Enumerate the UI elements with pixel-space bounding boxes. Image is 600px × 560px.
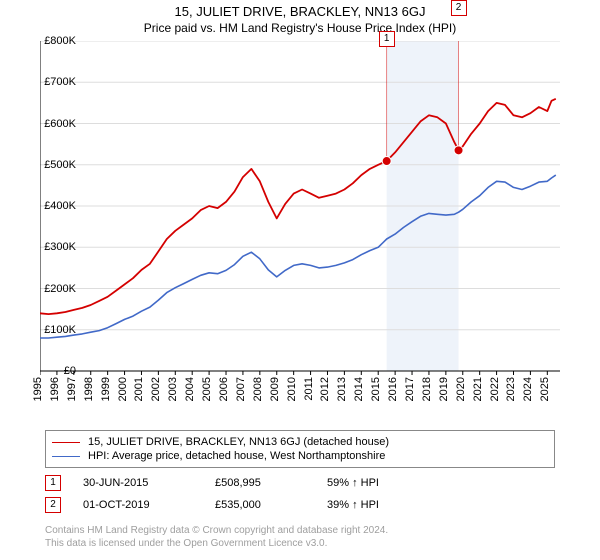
sale-mark-icon: 1 bbox=[45, 475, 61, 491]
sale-pct: 59% ↑ HPI bbox=[327, 477, 417, 489]
sale-price: £535,000 bbox=[215, 499, 305, 511]
x-tick-label: 2000 bbox=[117, 377, 129, 401]
x-tick-label: 2021 bbox=[472, 377, 484, 401]
sale-row-1: 1 30-JUN-2015 £508,995 59% ↑ HPI bbox=[45, 472, 555, 494]
x-tick-label: 2003 bbox=[167, 377, 179, 401]
x-tick-label: 2011 bbox=[303, 377, 315, 401]
x-tick-label: 2009 bbox=[269, 377, 281, 401]
x-tick-label: 2005 bbox=[201, 377, 213, 401]
chart-subtitle: Price paid vs. HM Land Registry's House … bbox=[0, 19, 600, 41]
y-tick-label: £200K bbox=[44, 283, 76, 295]
x-tick-label: 2025 bbox=[539, 377, 551, 401]
x-tick-label: 2018 bbox=[421, 377, 433, 401]
sale-price: £508,995 bbox=[215, 477, 305, 489]
y-tick-label: £400K bbox=[44, 200, 76, 212]
sale-pct: 39% ↑ HPI bbox=[327, 499, 417, 511]
legend-label: HPI: Average price, detached house, West… bbox=[88, 450, 385, 462]
x-tick-label: 1995 bbox=[32, 377, 44, 401]
x-tick-label: 2023 bbox=[505, 377, 517, 401]
x-tick-label: 2002 bbox=[150, 377, 162, 401]
x-tick-label: 2013 bbox=[336, 377, 348, 401]
sales-table: 1 30-JUN-2015 £508,995 59% ↑ HPI 2 01-OCT-201… bbox=[45, 472, 555, 516]
x-tick-label: 2016 bbox=[387, 377, 399, 401]
legend-item-hpi: HPI: Average price, detached house, West… bbox=[52, 449, 548, 463]
x-tick-label: 2001 bbox=[133, 377, 145, 401]
sale-date: 30-JUN-2015 bbox=[83, 477, 193, 489]
x-tick-label: 2007 bbox=[235, 377, 247, 401]
y-tick-label: £700K bbox=[44, 76, 76, 88]
x-tick-label: 2006 bbox=[218, 377, 230, 401]
legend-swatch bbox=[52, 456, 80, 457]
x-tick-label: 2015 bbox=[370, 377, 382, 401]
x-tick-label: 2004 bbox=[184, 377, 196, 401]
x-tick-label: 2020 bbox=[455, 377, 467, 401]
x-tick-label: 2022 bbox=[489, 377, 501, 401]
chart-plot-area: £0£100K£200K£300K£400K£500K£600K£700K£80… bbox=[40, 41, 600, 411]
x-tick-label: 2010 bbox=[286, 377, 298, 401]
x-tick-label: 2014 bbox=[353, 377, 365, 401]
sale-marker-2: 2 bbox=[451, 0, 467, 16]
sale-row-2: 2 01-OCT-2019 £535,000 39% ↑ HPI bbox=[45, 494, 555, 516]
y-tick-label: £100K bbox=[44, 324, 76, 336]
chart-title: 15, JULIET DRIVE, BRACKLEY, NN13 6GJ bbox=[0, 0, 600, 19]
chart-svg bbox=[40, 41, 560, 411]
x-tick-label: 2017 bbox=[404, 377, 416, 401]
chart-container: 15, JULIET DRIVE, BRACKLEY, NN13 6GJ Pri… bbox=[0, 0, 600, 560]
x-tick-label: 2019 bbox=[438, 377, 450, 401]
legend-swatch bbox=[52, 442, 80, 443]
x-tick-label: 2024 bbox=[522, 377, 534, 401]
legend-label: 15, JULIET DRIVE, BRACKLEY, NN13 6GJ (de… bbox=[88, 436, 389, 448]
y-tick-label: £300K bbox=[44, 241, 76, 253]
x-tick-label: 2012 bbox=[319, 377, 331, 401]
y-tick-label: £800K bbox=[44, 35, 76, 47]
footer-attribution: Contains HM Land Registry data © Crown c… bbox=[45, 524, 555, 550]
footer-line-1: Contains HM Land Registry data © Crown c… bbox=[45, 524, 555, 537]
x-tick-label: 1996 bbox=[49, 377, 61, 401]
sale-marker-1: 1 bbox=[379, 31, 395, 47]
sale-mark-icon: 2 bbox=[45, 497, 61, 513]
x-tick-label: 1998 bbox=[83, 377, 95, 401]
footer-line-2: This data is licensed under the Open Gov… bbox=[45, 537, 555, 550]
y-tick-label: £500K bbox=[44, 159, 76, 171]
x-tick-label: 2008 bbox=[252, 377, 264, 401]
chart-legend: 15, JULIET DRIVE, BRACKLEY, NN13 6GJ (de… bbox=[45, 430, 555, 468]
sale-date: 01-OCT-2019 bbox=[83, 499, 193, 511]
legend-item-property: 15, JULIET DRIVE, BRACKLEY, NN13 6GJ (de… bbox=[52, 435, 548, 449]
y-tick-label: £600K bbox=[44, 118, 76, 130]
x-tick-label: 1999 bbox=[100, 377, 112, 401]
y-tick-label: £0 bbox=[64, 365, 76, 377]
x-tick-label: 1997 bbox=[66, 377, 78, 401]
